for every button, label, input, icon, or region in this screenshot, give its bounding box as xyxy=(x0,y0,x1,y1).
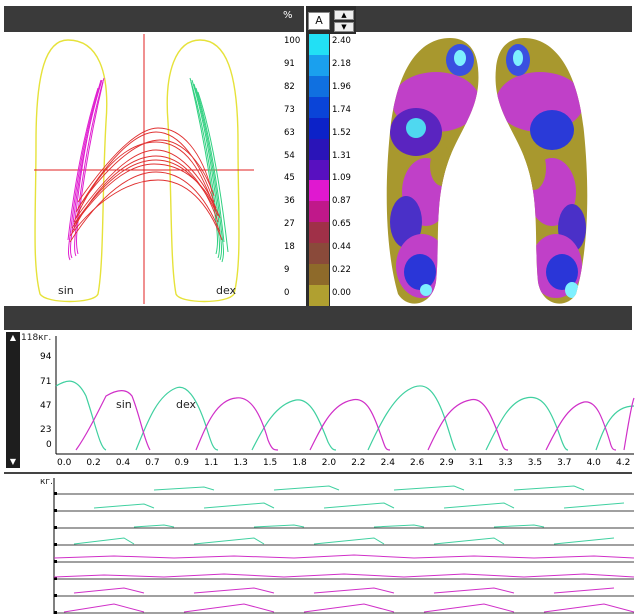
value-tick: 1.09 xyxy=(332,173,351,184)
force-x-tick: 1.1 xyxy=(204,458,219,468)
force-chart: sin dex xyxy=(55,336,635,455)
percent-tick: 54 xyxy=(284,150,295,161)
force-x-tick: 2.0 xyxy=(321,458,337,468)
percent-tick: 18 xyxy=(284,242,295,253)
mode-label: A xyxy=(315,14,323,27)
scale-up-button[interactable]: ▲ xyxy=(334,10,354,20)
force-x-tick: 1.5 xyxy=(262,458,278,468)
mode-box[interactable]: A xyxy=(308,12,330,30)
top-right-titlebar xyxy=(356,6,632,32)
percent-tick: 45 xyxy=(284,173,295,184)
percent-scale-bg xyxy=(282,34,306,306)
scale-swatch xyxy=(309,117,329,140)
scale-swatch xyxy=(309,222,329,244)
sin-series-label: sin xyxy=(116,398,132,411)
force-x-tick: 2.2 xyxy=(351,458,366,468)
sin-force-curve xyxy=(75,390,635,451)
value-tick: 0.65 xyxy=(332,219,351,230)
value-tick: 1.74 xyxy=(332,104,351,115)
percent-tick: 63 xyxy=(284,127,295,138)
force-x-tick: 4.2 xyxy=(616,458,631,468)
scale-swatch xyxy=(309,243,329,265)
value-tick: 0.44 xyxy=(332,242,351,253)
force-x-tick: 2.6 xyxy=(410,458,425,468)
value-tick: 1.31 xyxy=(332,150,351,161)
scale-swatch xyxy=(309,180,329,202)
sensor-strips-divider xyxy=(4,472,632,474)
sensor-strips xyxy=(53,478,635,614)
value-tick: 2.18 xyxy=(332,58,351,69)
scroll-up-icon[interactable]: ▲ xyxy=(9,333,17,342)
scale-swatch xyxy=(309,54,329,77)
percent-tick: 9 xyxy=(284,265,290,276)
force-y-unit: 118кг. xyxy=(21,333,52,343)
force-x-tick: 3.5 xyxy=(527,458,543,468)
right-foot-label: dex xyxy=(216,284,237,297)
scale-swatch xyxy=(309,34,329,56)
dex-series-label: dex xyxy=(176,398,197,411)
scale-swatch xyxy=(309,138,329,161)
left-foot-pressure xyxy=(386,38,479,304)
value-tick: 0.22 xyxy=(332,265,351,276)
force-y-tick: 0 xyxy=(46,440,52,450)
right-foot-outline xyxy=(166,39,240,303)
force-x-tick: 4.0 xyxy=(586,458,601,468)
force-y-tick: 71 xyxy=(40,377,52,387)
scale-swatch xyxy=(309,75,329,98)
value-tick: 1.96 xyxy=(332,81,351,92)
force-chart-scrollbar[interactable]: ▲ ▼ xyxy=(6,332,20,468)
force-x-tick: 0.9 xyxy=(174,458,189,468)
force-x-tick: 0.2 xyxy=(86,458,101,468)
percent-tick: 0 xyxy=(284,288,290,298)
sensor-unit-label: кг. xyxy=(40,477,54,487)
foot-trace-panel: sin dex xyxy=(6,32,306,306)
scale-swatch xyxy=(309,285,329,307)
scale-swatch xyxy=(309,201,329,223)
value-tick: 2.40 xyxy=(332,36,351,46)
top-bottom-bar xyxy=(4,306,632,330)
value-tick: 0.87 xyxy=(332,196,351,207)
right-foot-pressure xyxy=(495,38,588,304)
percent-tick: 27 xyxy=(284,219,295,230)
force-y-tick: 23 xyxy=(40,425,52,435)
force-x-tick: 3.7 xyxy=(557,458,572,468)
scale-swatch xyxy=(309,264,329,286)
percent-tick: 36 xyxy=(284,196,295,207)
percent-tick: 91 xyxy=(284,58,295,69)
foot-trace-plot xyxy=(34,34,254,304)
force-y-tick: 47 xyxy=(40,401,52,411)
force-x-tick: 1.3 xyxy=(233,458,248,468)
force-x-tick: 2.9 xyxy=(439,458,454,468)
pressure-map xyxy=(386,38,588,304)
force-x-tick: 0.4 xyxy=(115,458,131,468)
pressure-map-panel xyxy=(356,32,632,306)
left-foot-outline xyxy=(34,39,108,303)
value-tick: 0.00 xyxy=(332,288,351,298)
dex-force-curve xyxy=(55,380,635,451)
percent-tick: 100 xyxy=(284,36,301,46)
scale-swatch xyxy=(309,159,329,181)
force-x-tick: 0.0 xyxy=(57,458,72,468)
value-tick: 1.52 xyxy=(332,127,351,138)
percent-label: % xyxy=(283,10,293,21)
percent-tick: 82 xyxy=(284,81,295,92)
force-x-tick: 3.1 xyxy=(468,458,484,468)
force-x-tick: 0.7 xyxy=(145,458,160,468)
value-scale-bg xyxy=(330,34,356,306)
scale-down-button[interactable]: ▼ xyxy=(334,22,354,32)
scroll-down-icon[interactable]: ▼ xyxy=(9,457,17,466)
left-foot-label: sin xyxy=(58,284,74,297)
force-y-tick: 94 xyxy=(40,352,52,362)
top-left-titlebar xyxy=(4,6,304,32)
scale-swatch xyxy=(309,96,329,119)
force-x-tick: 2.4 xyxy=(380,458,395,468)
force-x-tick: 1.8 xyxy=(292,458,307,468)
force-x-tick: 3.3 xyxy=(498,458,513,468)
percent-tick: 73 xyxy=(284,104,295,115)
